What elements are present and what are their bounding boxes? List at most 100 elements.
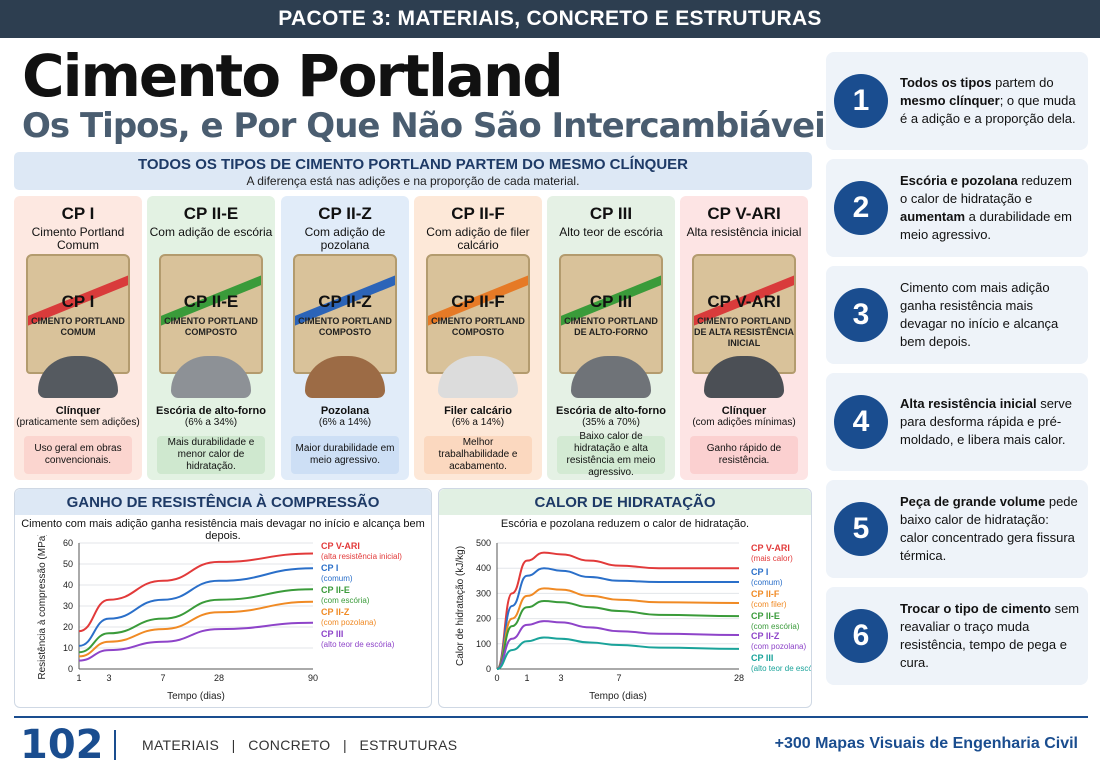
series-label: (alto teor de escória) <box>321 640 395 649</box>
strength-chart-title: GANHO DE RESISTÊNCIA À COMPRESSÃO <box>15 489 431 515</box>
material-detail: (praticamente sem adições) <box>16 417 140 428</box>
series-line <box>496 636 740 670</box>
point-number: 6 <box>834 609 888 663</box>
point-text-part: partem do <box>991 75 1054 90</box>
series-name: CP II-E <box>751 611 780 621</box>
point-number: 1 <box>834 74 888 128</box>
y-tick-label: 300 <box>476 588 491 598</box>
cement-card: CP II-E Com adição de escória CP II-E CIMEN… <box>147 196 275 480</box>
point-bold: Trocar o tipo de cimento <box>900 601 1051 616</box>
x-axis-title: Tempo (dias) <box>589 691 647 702</box>
cement-use-note: Baixo calor de hidratação e alta resistê… <box>557 431 665 478</box>
material-pile-icon <box>38 356 118 398</box>
strength-chart-panel: GANHO DE RESISTÊNCIA À COMPRESSÃO Ciment… <box>14 488 432 708</box>
series-line <box>496 587 740 670</box>
cement-use-note: Mais durabilidade e menor calor de hidra… <box>157 436 265 474</box>
series-name: CP III <box>321 629 343 639</box>
material-detail: (6% a 14%) <box>451 417 505 428</box>
cement-bag-icon: CP II-E CIMENTO PORTLAND COMPOSTO <box>159 254 263 374</box>
material-label: Escória de alto-forno (35% a 70%) <box>547 405 675 429</box>
y-tick-label: 0 <box>486 664 491 674</box>
clinker-band: TODOS OS TIPOS DE CIMENTO PORTLAND PARTE… <box>14 152 812 190</box>
series-line <box>496 551 739 670</box>
y-tick-label: 100 <box>476 639 491 649</box>
cement-bag-icon: CP II-Z CIMENTO PORTLAND COMPOSTO <box>293 254 397 374</box>
y-tick-label: 60 <box>63 538 73 548</box>
cement-bag-icon: CP II-F CIMENTO PORTLAND COMPOSTO <box>426 254 530 374</box>
bag-label: CIMENTO PORTLAND COMPOSTO <box>164 316 258 337</box>
header-banner: PACOTE 3: MATERIAIS, CONCRETO E ESTRUTUR… <box>0 0 1100 38</box>
series-line <box>78 567 314 647</box>
material-name: Escória de alto-forno <box>155 405 267 417</box>
material-name: Clínquer <box>721 405 767 417</box>
cement-card: CP V-ARI Alta resistência inicial CP V-ARI… <box>680 196 808 480</box>
series-label: (alta resistência inicial) <box>321 552 402 561</box>
series-name: CP II-F <box>751 589 780 599</box>
material-name: Filer calcário <box>444 405 512 417</box>
x-tick-label: 1 <box>76 673 81 683</box>
material-pile-icon <box>171 356 251 398</box>
series-name: CP II-Z <box>751 631 780 641</box>
series-name: CP II-E <box>321 585 350 595</box>
material-pile-icon <box>438 356 518 398</box>
bag-code: CP V-ARI <box>707 292 781 311</box>
x-tick-label: 7 <box>160 673 165 683</box>
key-point: 6 Trocar o tipo de cimento sem reavaliar … <box>826 587 1088 685</box>
cement-name: Alta resistência inicial <box>686 225 802 239</box>
y-tick-label: 50 <box>63 559 73 569</box>
material-pile-icon <box>571 356 651 398</box>
y-tick-label: 10 <box>63 643 73 653</box>
y-tick-label: 40 <box>63 580 73 590</box>
series-label: (com filer) <box>751 600 787 609</box>
heat-chart-subtitle: Escória e pozolana reduzem o calor de hi… <box>500 518 750 530</box>
y-axis-title: Resistência à compressão (MPa) <box>37 535 48 680</box>
key-point: 4 Alta resistência inicial serve para des… <box>826 373 1088 471</box>
cement-name: Com adição de filer calcário <box>426 225 530 252</box>
x-axis-title: Tempo (dias) <box>167 691 225 702</box>
material-label: Escória de alto-forno (6% a 34%) <box>147 405 275 429</box>
series-name: CP I <box>321 563 338 573</box>
material-detail: (6% a 34%) <box>184 417 238 428</box>
bag-code: CP II-E <box>183 292 239 311</box>
series-line <box>78 600 314 658</box>
material-pile-icon <box>305 356 385 398</box>
material-detail: (6% a 14%) <box>318 417 372 428</box>
y-tick-label: 20 <box>63 622 73 632</box>
point-bold: Todos os tipos <box>900 75 992 90</box>
footer-separator <box>114 730 116 760</box>
x-tick-label: 7 <box>616 673 621 683</box>
point-text: Alta resistência inicial serve para desf… <box>900 373 1080 471</box>
series-name: CP V-ARI <box>321 541 360 551</box>
series-line <box>496 620 740 670</box>
x-tick-label: 3 <box>558 673 563 683</box>
series-line <box>496 567 739 670</box>
point-text-part: Cimento com mais adição ganha resistênci… <box>900 280 1059 349</box>
cement-bag-icon: CP V-ARI CIMENTO PORTLAND DE ALTA RESISTÊ… <box>692 254 796 374</box>
cement-name: Cimento Portland Comum <box>31 225 125 252</box>
cement-card: CP II-Z Com adição de pozolana CP II-Z CIME… <box>281 196 409 480</box>
material-name: Escória de alto-forno <box>555 405 667 417</box>
cement-code: CP I <box>61 204 95 223</box>
footer-divider <box>14 716 1088 718</box>
cement-bag-icon: CP III CIMENTO PORTLAND DE ALTO-FORNO <box>559 254 663 374</box>
x-tick-label: 90 <box>308 673 318 683</box>
cement-use-note: Melhor trabalhabilidade e acabamento. <box>424 436 532 474</box>
point-text: Todos os tipos partem do mesmo clínquer;… <box>900 52 1080 150</box>
cement-card: CP III Alto teor de escória CP III CIMENTO … <box>547 196 675 480</box>
strength-chart: 0 10 20 30 40 50 60 1 3 7 28 90 Tempo (dias) Resistên… <box>37 535 402 702</box>
bag-label: CIMENTO PORTLAND COMUM <box>31 316 125 337</box>
series-name: CP V-ARI <box>751 543 790 553</box>
heat-chart-title: CALOR DE HIDRATAÇÃO <box>439 489 811 515</box>
bag-label: CIMENTO PORTLAND COMPOSTO <box>298 316 392 337</box>
series-line <box>78 552 314 633</box>
y-tick-label: 500 <box>476 538 491 548</box>
series-name: CP III <box>751 653 773 663</box>
point-text-part: pede baixo calor de hidratação: calor co… <box>900 494 1078 563</box>
point-number: 5 <box>834 502 888 556</box>
point-number: 3 <box>834 288 888 342</box>
y-tick-label: 200 <box>476 614 491 624</box>
series-label: (mais calor) <box>751 554 793 563</box>
key-point: 3 Cimento com mais adição ganha resistênc… <box>826 266 1088 364</box>
page-number: 102 <box>20 722 104 768</box>
cement-use-note: Ganho rápido de resistência. <box>690 436 798 474</box>
